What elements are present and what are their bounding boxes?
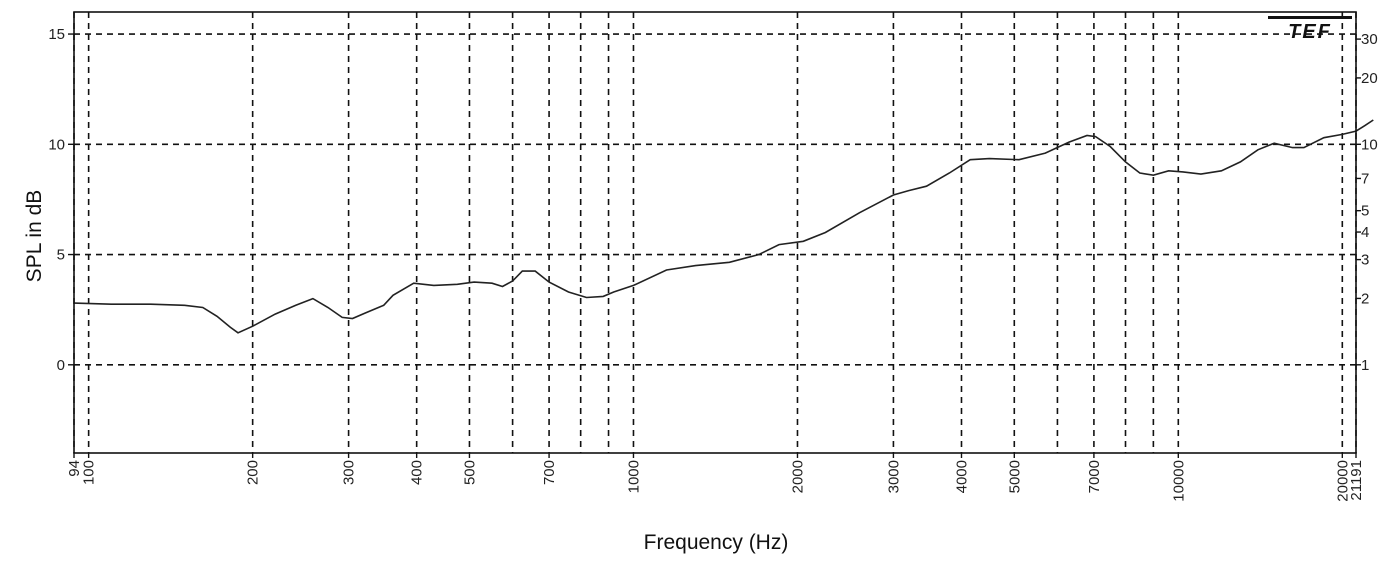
x-tick-label-21191: 21191	[1348, 460, 1365, 501]
y-axis-title: SPL in dB	[23, 190, 46, 283]
x-tick-label-10000: 10000	[1170, 460, 1187, 502]
right-tick-label-1: 1	[1361, 357, 1369, 374]
x-tick-label-1000: 1000	[626, 460, 643, 493]
x-tick-label-5000: 5000	[1006, 460, 1023, 493]
right-tick-label-3: 3	[1361, 252, 1369, 269]
plot-frame	[73, 11, 1357, 454]
y-tick-labels: 0 5 10 15	[48, 26, 74, 374]
right-tick-label-2: 2	[1361, 290, 1369, 307]
x-tick-label-20000: 20000	[1334, 460, 1351, 502]
x-tick-label-300: 300	[341, 460, 358, 485]
x-tick-label-7000: 7000	[1086, 460, 1103, 493]
tef-logo: TEF	[1268, 16, 1352, 43]
y-tick-label-0: 0	[57, 357, 65, 374]
y-tick-label-5: 5	[57, 247, 65, 264]
x-axis-title: Frequency (Hz)	[644, 531, 789, 554]
logo-text: TEF	[1288, 21, 1332, 43]
grid	[73, 12, 1357, 453]
logo-bar	[1268, 16, 1352, 19]
right-tick-labels: 1 2 3 4 5 7 10 20 30	[1356, 31, 1378, 374]
x-tick-label-700: 700	[541, 460, 558, 485]
x-tick-label-100: 100	[81, 460, 98, 485]
right-tick-label-20: 20	[1361, 70, 1378, 87]
plot-border	[73, 11, 1357, 454]
x-tick-label-500: 500	[462, 460, 479, 485]
y-tick-label-15: 15	[48, 26, 65, 43]
x-tick-label-94: 94	[66, 460, 83, 477]
x-tick-label-2000: 2000	[790, 460, 807, 493]
x-tick-label-400: 400	[409, 460, 426, 485]
x-tick-label-200: 200	[245, 460, 262, 485]
curve-layer	[73, 119, 1374, 334]
right-tick-label-30: 30	[1361, 31, 1378, 48]
x-tick-label-4000: 4000	[954, 460, 971, 493]
right-tick-label-7: 7	[1361, 170, 1369, 187]
x-tick-label-3000: 3000	[885, 460, 902, 493]
right-tick-label-10: 10	[1361, 136, 1378, 153]
right-tick-label-5: 5	[1361, 203, 1369, 220]
spl-curve-0	[73, 119, 1374, 334]
right-tick-label-4: 4	[1361, 224, 1369, 241]
y-tick-label-10: 10	[48, 136, 65, 153]
